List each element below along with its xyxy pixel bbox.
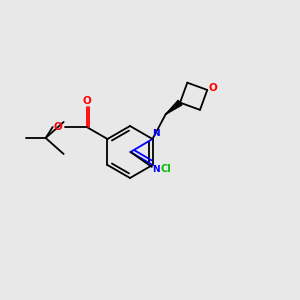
Text: N: N <box>152 166 159 175</box>
Text: Cl: Cl <box>160 164 171 174</box>
Text: N: N <box>152 130 159 139</box>
Text: O: O <box>209 83 218 93</box>
Polygon shape <box>166 100 182 114</box>
Text: O: O <box>53 122 62 132</box>
Text: O: O <box>82 96 91 106</box>
